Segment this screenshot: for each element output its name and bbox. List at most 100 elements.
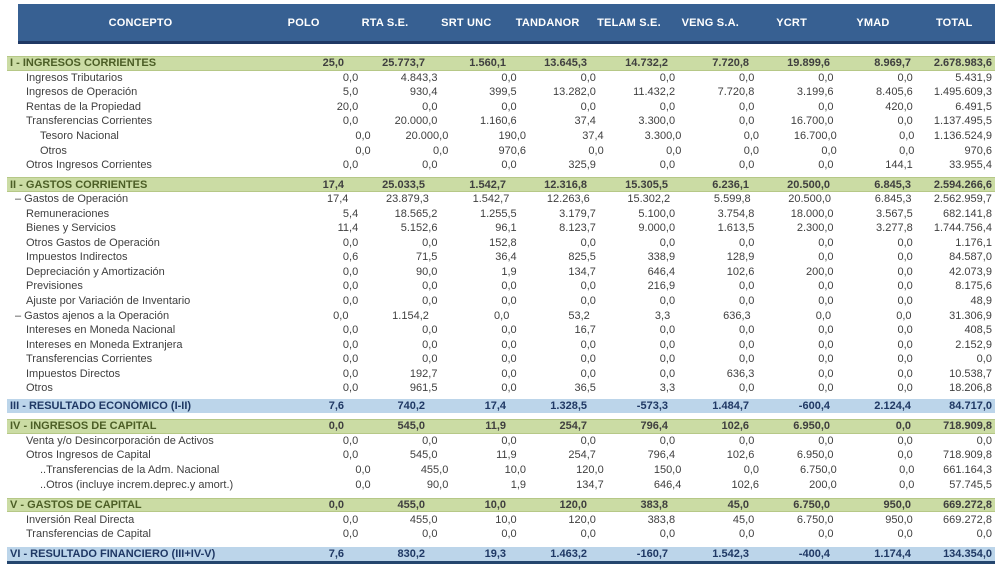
row-value: 13.282,0 [553,86,596,99]
row-value: 6.845,3 [874,178,911,191]
row-value: 0,0 [501,367,517,380]
row-value: 0,0 [739,115,755,128]
row-value: 0,0 [494,309,510,322]
row-value: 0,0 [501,338,517,351]
row-value: 1.495.609,3 [933,86,992,99]
row-value: 8.405,6 [876,86,913,99]
row-value: 1.255,5 [479,207,517,220]
row-value: 455,0 [397,499,425,512]
row-value: 25.033,5 [382,178,425,191]
row-value: 102,6 [721,420,749,433]
row-label: Otros Gastos de Operación [26,236,160,249]
row-value: 6.750,0 [800,464,837,477]
row-value: 1.174,4 [874,547,911,560]
row-value: 2.152,9 [955,338,992,351]
row-value: 0,0 [342,338,359,351]
row-value: 0,0 [897,353,913,366]
row-value: 192,7 [409,367,438,380]
row-value: 0,0 [897,324,913,337]
row-value: 0,0 [501,295,517,308]
row-value: 0,0 [580,100,596,113]
row-label: Intereses en Moneda Nacional [26,324,176,337]
table-row: Ajuste por Variación de Inventario 0,0 0,0… [7,294,995,309]
row-value: 15.302,2 [627,193,671,206]
row-value: 0,0 [342,115,359,128]
row-value: 0,0 [818,434,834,447]
table-row: IV - INGRESOS DE CAPITAL 0,0 545,0 11,9 254,… [7,419,995,434]
table-row: Rentas de la Propiedad 20,0 0,0 0,0 0,0 0,0 0,… [7,100,995,115]
table-row: III - RESULTADO ECONÓMICO (I-II) 7,6 740,2… [7,398,995,414]
row-value: 0,0 [328,420,344,433]
row-value: 36,4 [495,251,517,264]
table-row: Otros Ingresos Corrientes 0,0 0,0 0,0 325,9 0… [7,158,995,173]
row-value: 0,0 [739,434,755,447]
row-label: Inversión Real Directa [26,513,135,526]
row-value: 0,0 [976,528,992,541]
row-value: 1.160,6 [479,115,517,128]
row-label: Ingresos de Operación [26,86,138,99]
row-value: 0,0 [666,144,682,157]
row-value: 455,0 [409,513,438,526]
row-value: 17,4 [327,193,349,206]
row-label: Otros [40,144,67,157]
row-value: 0,0 [897,367,913,380]
row-value: 1.542,7 [472,193,510,206]
row-label: Depreciación y Amortización [26,265,165,278]
row-label: Transferencias Corrientes [26,115,153,128]
row-value: 102,6 [731,478,760,491]
row-value: 0,0 [342,353,359,366]
row-value: 0,0 [739,353,755,366]
row-value: 120,0 [559,499,587,512]
row-value: 1.463,2 [550,547,587,560]
row-value: 57.745,5 [949,478,993,491]
row-value: 0,0 [897,236,913,249]
row-value: 0,0 [818,100,834,113]
row-value: 636,3 [723,309,751,322]
row-value: 20,0 [336,100,359,113]
row-value: 0,0 [342,449,359,462]
row-value: 0,0 [895,420,911,433]
row-label: Otros Ingresos de Capital [26,449,151,462]
row-value: 120,0 [568,513,596,526]
row-value: 950,0 [883,499,911,512]
row-value: 338,9 [647,251,676,264]
row-value: 718.909,8 [943,449,992,462]
row-value: 102,6 [726,265,755,278]
row-value: 930,4 [409,86,438,99]
row-value: 1.136.524,9 [933,130,993,142]
row-value: 0,0 [333,309,349,322]
budget-report-page: CONCEPTO POLO RTA S.E. SRT UNC TANDANOR … [0,4,1000,571]
table-row: Intereses en Moneda Nacional 0,0 0,0 0,0 16,… [7,323,995,338]
row-value: 3.277,8 [876,222,913,235]
section-3: III - RESULTADO ECONÓMICO (I-II) 7,6 740,2… [7,398,995,414]
row-value: 325,9 [568,159,596,172]
row-value: 14.732,2 [625,57,668,70]
row-value: 0,0 [659,159,676,172]
row-value: 0,0 [659,236,676,249]
row-value: 8.123,7 [559,222,596,235]
row-value: 20.500,0 [788,193,832,206]
row-value: 5.152,6 [400,222,438,235]
row-value: 0,0 [897,382,913,395]
row-label: Impuestos Indirectos [26,251,128,264]
row-value: 0,0 [739,295,755,308]
row-value: 0,0 [818,382,834,395]
row-value: 5.599,8 [713,193,751,206]
section-1: I - INGRESOS CORRIENTES 25,0 25.773,7 1.560… [7,56,995,172]
row-label: VI - RESULTADO FINANCIERO (III+IV-V) [10,547,216,560]
row-value: 13.645,3 [544,57,587,70]
table-row: Intereses en Moneda Extranjera 0,0 0,0 0,0 0… [7,337,995,352]
row-value: 90,0 [416,265,438,278]
row-value: 7.720,8 [712,57,749,70]
column-header-rta-se: RTA S.E. [361,16,409,29]
row-value: 0,0 [342,434,359,447]
row-value: 0,0 [897,295,913,308]
row-value: 18.000,0 [790,207,834,220]
row-value: 0,0 [501,159,517,172]
row-value: 1.154,2 [392,309,429,322]
row-value: 0,0 [818,353,834,366]
row-value: 19.899,6 [787,57,830,70]
row-value: 0,0 [355,478,371,491]
column-header-tandanor: TANDANOR [515,16,580,29]
column-header-ycrt: YCRT [776,16,807,29]
